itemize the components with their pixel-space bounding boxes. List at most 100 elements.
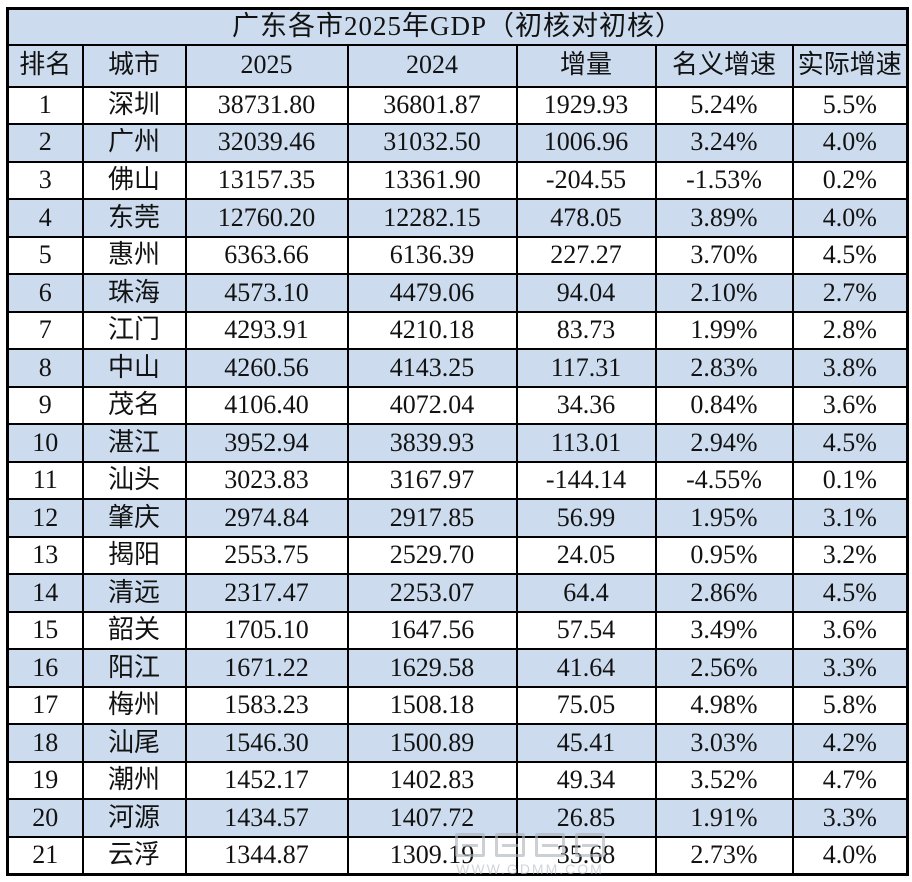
gdp-2025-cell: 2317.47 bbox=[184, 573, 349, 613]
table-title: 广东各市2025年GDP（初核对初核） bbox=[6, 7, 909, 46]
gdp-2025-cell: 3952.94 bbox=[184, 423, 349, 463]
gdp-2024-cell: 1508.18 bbox=[346, 685, 518, 726]
table-row: 12 肇庆 2974.84 2917.85 56.99 1.95% 3.1% bbox=[6, 498, 909, 538]
table-row: 10 湛江 3952.94 3839.93 113.01 2.94% 4.5% bbox=[6, 423, 909, 463]
gdp-2025-cell: 1671.22 bbox=[184, 648, 349, 688]
rank-cell: 19 bbox=[6, 760, 84, 801]
city-cell: 清远 bbox=[81, 573, 187, 613]
nominal-growth-cell: 2.56% bbox=[654, 648, 794, 688]
gdp-2025-cell: 1705.10 bbox=[184, 610, 349, 651]
city-cell: 中山 bbox=[81, 348, 187, 388]
table-body: 1 深圳 38731.80 36801.87 1929.93 5.24% 5.5% 2 广州 32… bbox=[6, 85, 909, 876]
rank-cell: 11 bbox=[6, 460, 84, 501]
nominal-growth-cell: -1.53% bbox=[654, 160, 794, 201]
gdp-2025-cell: 2974.84 bbox=[184, 498, 349, 538]
gdp-2024-cell: 3839.93 bbox=[346, 423, 518, 463]
nominal-growth-cell: 3.70% bbox=[654, 235, 794, 276]
gdp-2024-cell: 4072.04 bbox=[346, 385, 518, 426]
gdp-2025-cell: 2553.75 bbox=[184, 535, 349, 576]
rank-cell: 12 bbox=[6, 498, 84, 538]
nominal-growth-cell: 2.94% bbox=[654, 423, 794, 463]
rank-cell: 6 bbox=[6, 273, 84, 313]
gdp-2025-cell: 1583.23 bbox=[184, 685, 349, 726]
delta-cell: -144.14 bbox=[515, 460, 657, 501]
nominal-growth-cell: 4.98% bbox=[654, 685, 794, 726]
delta-cell: 75.05 bbox=[515, 685, 657, 726]
real-growth-cell: 0.2% bbox=[791, 160, 909, 201]
city-cell: 韶关 bbox=[81, 610, 187, 651]
header-gdp-2024: 2024 bbox=[346, 43, 518, 88]
real-growth-cell: 3.2% bbox=[791, 535, 909, 576]
real-growth-cell: 4.5% bbox=[791, 423, 909, 463]
header-rank: 排名 bbox=[6, 43, 84, 88]
gdp-2024-cell: 1309.19 bbox=[346, 835, 518, 876]
nominal-growth-cell: 3.49% bbox=[654, 610, 794, 651]
city-cell: 云浮 bbox=[81, 835, 187, 876]
gdp-2025-cell: 4260.56 bbox=[184, 348, 349, 388]
gdp-2025-cell: 32039.46 bbox=[184, 123, 349, 163]
real-growth-cell: 3.3% bbox=[791, 798, 909, 838]
gdp-2024-cell: 1402.83 bbox=[346, 760, 518, 801]
rank-cell: 16 bbox=[6, 648, 84, 688]
gdp-2025-cell: 4106.40 bbox=[184, 385, 349, 426]
gdp-2025-cell: 6363.66 bbox=[184, 235, 349, 276]
city-cell: 江门 bbox=[81, 310, 187, 351]
nominal-growth-cell: 0.84% bbox=[654, 385, 794, 426]
rank-cell: 14 bbox=[6, 573, 84, 613]
table-row: 18 汕尾 1546.30 1500.89 45.41 3.03% 4.2% bbox=[6, 723, 909, 763]
table-row: 21 云浮 1344.87 1309.19 35.68 2.73% 4.0% bbox=[6, 835, 909, 876]
table-row: 6 珠海 4573.10 4479.06 94.04 2.10% 2.7% bbox=[6, 273, 909, 313]
nominal-growth-cell: 3.24% bbox=[654, 123, 794, 163]
table-title-row: 广东各市2025年GDP（初核对初核） bbox=[6, 7, 909, 46]
city-cell: 惠州 bbox=[81, 235, 187, 276]
header-city: 城市 bbox=[81, 43, 187, 88]
gdp-2024-cell: 3167.97 bbox=[346, 460, 518, 501]
real-growth-cell: 5.5% bbox=[791, 85, 909, 126]
city-cell: 东莞 bbox=[81, 198, 187, 238]
rank-cell: 15 bbox=[6, 610, 84, 651]
table-row: 19 潮州 1452.17 1402.83 49.34 3.52% 4.7% bbox=[6, 760, 909, 801]
delta-cell: 117.31 bbox=[515, 348, 657, 388]
gdp-2025-cell: 1434.57 bbox=[184, 798, 349, 838]
nominal-growth-cell: 1.99% bbox=[654, 310, 794, 351]
gdp-2024-cell: 13361.90 bbox=[346, 160, 518, 201]
delta-cell: 94.04 bbox=[515, 273, 657, 313]
real-growth-cell: 4.0% bbox=[791, 835, 909, 876]
delta-cell: 56.99 bbox=[515, 498, 657, 538]
gdp-2024-cell: 36801.87 bbox=[346, 85, 518, 126]
city-cell: 茂名 bbox=[81, 385, 187, 426]
gdp-2024-cell: 2917.85 bbox=[346, 498, 518, 538]
real-growth-cell: 5.8% bbox=[791, 685, 909, 726]
real-growth-cell: 2.8% bbox=[791, 310, 909, 351]
real-growth-cell: 3.3% bbox=[791, 648, 909, 688]
gdp-2024-cell: 4143.25 bbox=[346, 348, 518, 388]
gdp-table: 广东各市2025年GDP（初核对初核） 排名 城市 2025 2024 增量 名… bbox=[6, 7, 910, 876]
real-growth-cell: 3.1% bbox=[791, 498, 909, 538]
rank-cell: 2 bbox=[6, 123, 84, 163]
table-row: 14 清远 2317.47 2253.07 64.4 2.86% 4.5% bbox=[6, 573, 909, 613]
table-row: 4 东莞 12760.20 12282.15 478.05 3.89% 4.0% bbox=[6, 198, 909, 238]
city-cell: 梅州 bbox=[81, 685, 187, 726]
table-row: 13 揭阳 2553.75 2529.70 24.05 0.95% 3.2% bbox=[6, 535, 909, 576]
table-row: 8 中山 4260.56 4143.25 117.31 2.83% 3.8% bbox=[6, 348, 909, 388]
table-row: 11 汕头 3023.83 3167.97 -144.14 -4.55% 0.1% bbox=[6, 460, 909, 501]
table-row: 17 梅州 1583.23 1508.18 75.05 4.98% 5.8% bbox=[6, 685, 909, 726]
real-growth-cell: 3.6% bbox=[791, 610, 909, 651]
real-growth-cell: 4.5% bbox=[791, 235, 909, 276]
rank-cell: 10 bbox=[6, 423, 84, 463]
city-cell: 湛江 bbox=[81, 423, 187, 463]
table-row: 20 河源 1434.57 1407.72 26.85 1.91% 3.3% bbox=[6, 798, 909, 838]
city-cell: 珠海 bbox=[81, 273, 187, 313]
gdp-2025-cell: 3023.83 bbox=[184, 460, 349, 501]
real-growth-cell: 2.7% bbox=[791, 273, 909, 313]
gdp-2024-cell: 12282.15 bbox=[346, 198, 518, 238]
rank-cell: 20 bbox=[6, 798, 84, 838]
delta-cell: -204.55 bbox=[515, 160, 657, 201]
delta-cell: 34.36 bbox=[515, 385, 657, 426]
gdp-2024-cell: 1629.58 bbox=[346, 648, 518, 688]
city-cell: 阳江 bbox=[81, 648, 187, 688]
delta-cell: 478.05 bbox=[515, 198, 657, 238]
delta-cell: 41.64 bbox=[515, 648, 657, 688]
rank-cell: 7 bbox=[6, 310, 84, 351]
gdp-2024-cell: 1647.56 bbox=[346, 610, 518, 651]
